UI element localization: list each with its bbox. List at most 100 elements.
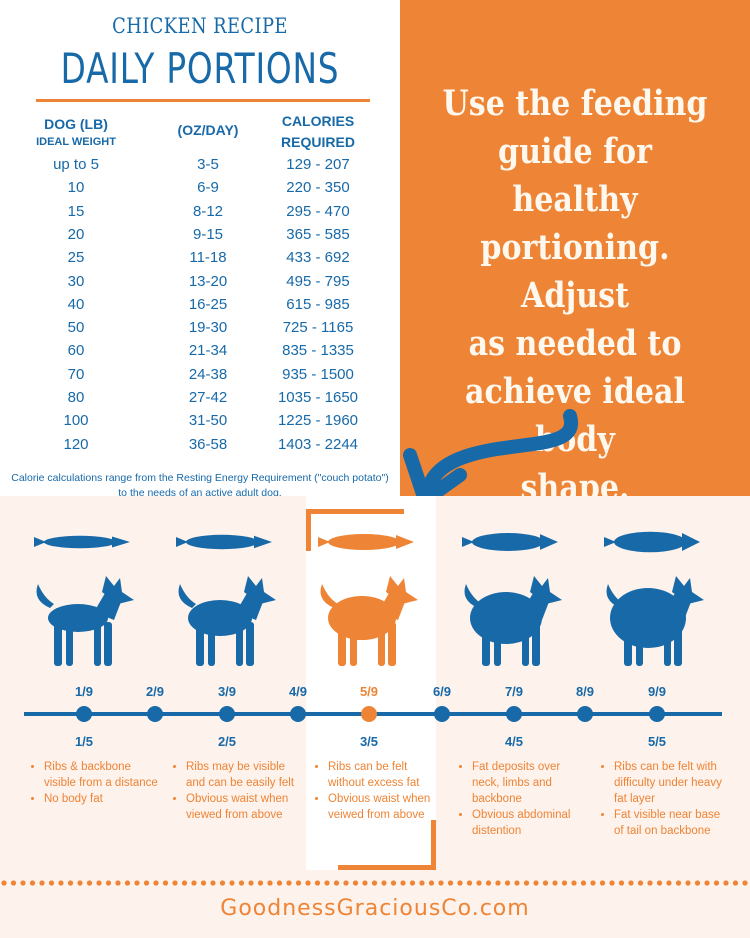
cell-weight: 20 xyxy=(67,225,85,243)
bracket-bottom xyxy=(338,865,436,870)
scale-label-5pt: 1/5 xyxy=(74,734,94,749)
cell-cal: 129 - 207 xyxy=(286,156,350,173)
scale-label-9pt: 2/9 xyxy=(145,684,165,699)
condition-description: Ribs can be felt without excess fatObvio… xyxy=(314,759,444,823)
callout-line: as needed to xyxy=(468,323,682,364)
condition-bullet: No body fat xyxy=(44,791,160,807)
scale-label-9pt: 3/9 xyxy=(217,684,237,699)
feeding-guide-callout: Use the feeding guide for healthy portioni… xyxy=(442,80,709,512)
cell-oz: 21-34 xyxy=(188,342,228,360)
dog-side-view-icon xyxy=(464,576,562,666)
cell-weight: 120 xyxy=(63,435,89,453)
col-weight-header-line2: IDEAL WEIGHT xyxy=(36,136,116,148)
cell-oz: 13-20 xyxy=(188,272,228,290)
cell-weight: 70 xyxy=(67,365,85,383)
col-calories-header-line2: REQUIRED xyxy=(281,134,355,150)
scale-label-5pt: 4/5 xyxy=(504,734,524,749)
dog-top-view-icon xyxy=(604,531,700,553)
cell-cal: 725 - 1165 xyxy=(282,319,354,337)
scale-label-9pt: 5/9 xyxy=(359,684,379,699)
table-row: up to 5 3-5 129 - 207 xyxy=(0,156,400,179)
table-row: 70 24-38 935 - 1500 xyxy=(0,366,400,389)
scale-point xyxy=(577,706,593,722)
cell-cal: 935 - 1500 xyxy=(282,365,354,383)
cell-cal: 835 - 1335 xyxy=(282,342,354,360)
cell-weight: 15 xyxy=(67,202,85,220)
table-row: 15 8-12 295 - 470 xyxy=(0,203,400,226)
col-weight-header: DOG (LB) IDEAL WEIGHT xyxy=(26,116,126,148)
cell-oz: 6-9 xyxy=(197,179,219,197)
scale-point xyxy=(147,706,163,722)
dog-top-view-icon xyxy=(462,533,558,551)
cell-oz: 16-25 xyxy=(188,295,228,313)
cell-cal: 1403 - 2244 xyxy=(277,435,359,453)
cell-weight: 100 xyxy=(63,412,89,430)
condition-bullet: Obvious waist when veiwed from above xyxy=(328,791,444,823)
calorie-note-line1: Calorie calculations range from the Rest… xyxy=(11,472,389,484)
cell-cal: 365 - 585 xyxy=(286,225,350,243)
bracket-top-vertical xyxy=(306,509,311,551)
cell-weight: 30 xyxy=(67,272,85,290)
scale-label-5pt: 2/5 xyxy=(217,734,237,749)
table-row: 80 27-42 1035 - 1650 xyxy=(0,389,400,412)
callout-line: guide for healthy xyxy=(498,131,652,220)
scale-point xyxy=(434,706,450,722)
table-row: 100 31-50 1225 - 1960 xyxy=(0,412,400,435)
table-row: 60 21-34 835 - 1335 xyxy=(0,342,400,365)
callout-line: portioning. Adjust xyxy=(480,227,670,316)
cell-oz: 36-58 xyxy=(188,435,228,453)
cell-weight: 10 xyxy=(67,179,85,197)
condition-bullet: Obvious waist when viewed from above xyxy=(186,791,302,823)
table-row: 25 11-18 433 - 692 xyxy=(0,249,400,272)
dog-side-view-icon xyxy=(36,576,134,666)
condition-description: Ribs & backbone visible from a distanceN… xyxy=(30,759,160,807)
condition-bullet: Ribs can be felt without excess fat xyxy=(328,759,444,791)
scale-point xyxy=(290,706,306,722)
dotted-divider xyxy=(1,880,748,886)
dog-side-view-icon xyxy=(320,576,418,666)
table-row: 30 13-20 495 - 795 xyxy=(0,273,400,296)
footer-website[interactable]: GoodnessGraciousCo.com xyxy=(220,896,530,921)
dog-side-view-icon xyxy=(606,576,704,666)
cell-weight: 25 xyxy=(67,249,85,267)
ideal-highlight-box xyxy=(306,496,436,870)
scale-point xyxy=(506,706,522,722)
portions-panel xyxy=(0,0,400,496)
condition-bullet: Fat visible near base of tail on backbon… xyxy=(614,807,730,839)
condition-bullet: Obvious abdominal distention xyxy=(472,807,588,839)
condition-bullet: Ribs & backbone visible from a distance xyxy=(44,759,160,791)
dog-top-view-icon xyxy=(176,534,272,550)
scale-label-9pt: 7/9 xyxy=(504,684,524,699)
table-row: 40 16-25 615 - 985 xyxy=(0,296,400,319)
dog-side-view-icon xyxy=(178,576,276,666)
cell-weight: 50 xyxy=(67,319,85,337)
scale-point xyxy=(219,706,235,722)
title-divider xyxy=(36,99,370,102)
col-calories-header-line1: CALORIES xyxy=(281,113,355,129)
bracket-top xyxy=(306,509,404,514)
cell-oz: 24-38 xyxy=(188,365,228,383)
cell-cal: 1225 - 1960 xyxy=(277,412,359,430)
table-row: 20 9-15 365 - 585 xyxy=(0,226,400,249)
cell-oz: 8-12 xyxy=(192,202,224,220)
cell-oz: 9-15 xyxy=(192,225,224,243)
cell-oz: 31-50 xyxy=(188,412,228,430)
cell-weight: 40 xyxy=(67,295,85,313)
col-calories-header: CALORIES REQUIRED xyxy=(268,113,368,150)
cell-cal: 220 - 350 xyxy=(286,179,350,197)
scale-label-9pt: 6/9 xyxy=(432,684,452,699)
condition-bullet: Ribs can be felt with difficulty under h… xyxy=(614,759,730,807)
scale-label-5pt: 5/5 xyxy=(647,734,667,749)
callout-line: achieve ideal body xyxy=(465,371,685,460)
cell-weight: 80 xyxy=(67,389,85,406)
bracket-bottom-vertical xyxy=(431,820,436,870)
cell-cal: 495 - 795 xyxy=(286,272,350,290)
recipe-subtitle: CHICKEN RECIPE xyxy=(112,14,288,38)
scale-label-9pt: 8/9 xyxy=(575,684,595,699)
cell-oz: 19-30 xyxy=(188,319,228,337)
scale-label-5pt: 3/5 xyxy=(359,734,379,749)
dog-top-view-icon xyxy=(318,534,414,550)
scale-label-9pt: 1/9 xyxy=(74,684,94,699)
condition-description: Fat deposits over neck, limbs and backbo… xyxy=(458,759,588,839)
